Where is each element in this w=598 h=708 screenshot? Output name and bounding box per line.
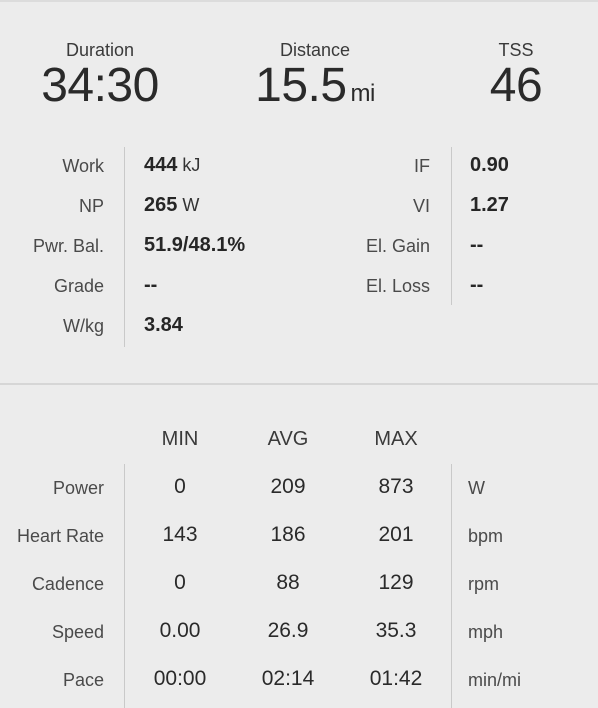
cell-cadence-unit: rpm xyxy=(468,574,499,594)
cell-heart-rate-avg: 186 xyxy=(270,523,306,546)
cell-pace-min: 00:00 xyxy=(153,667,207,690)
distance-label: Distance xyxy=(279,40,351,60)
row-label-cadence: Cadence xyxy=(31,574,104,594)
cell-heart-rate-unit: bpm xyxy=(468,526,504,546)
cell-cadence-min: 0 xyxy=(174,571,186,594)
tss-label: TSS xyxy=(498,40,534,60)
stat-value-el-gain: -- xyxy=(470,234,484,256)
table-right-divider xyxy=(451,464,452,708)
cell-pace-max: 01:42 xyxy=(369,667,423,690)
cell-speed-min: 0.00 xyxy=(159,619,201,642)
cell-speed-max: 35.3 xyxy=(375,619,417,642)
cell-heart-rate-max: 201 xyxy=(378,523,414,546)
column-header-avg: AVG xyxy=(267,428,309,450)
distance-value-wrap: 15.5 mi xyxy=(230,60,400,120)
distance-unit: mi xyxy=(350,80,376,107)
column-header-min: MIN xyxy=(161,428,199,450)
stat-label-vi: VI xyxy=(412,196,430,216)
cell-cadence-avg: 88 xyxy=(276,571,300,594)
cell-heart-rate-min: 143 xyxy=(162,523,198,546)
stat-label-el-gain: El. Gain xyxy=(365,236,430,256)
cell-power-avg: 209 xyxy=(270,475,306,498)
distance-value: 15.5 xyxy=(255,59,347,112)
stat-value-np: 265 W xyxy=(144,194,199,216)
row-label-pace: Pace xyxy=(62,670,104,690)
stat-value-np-unit: W xyxy=(182,195,200,215)
cell-power-min: 0 xyxy=(174,475,186,498)
stat-value-np-number: 265 xyxy=(144,194,178,216)
stats-right-divider xyxy=(451,147,452,305)
stat-value-vi: 1.27 xyxy=(470,194,509,216)
row-label-heart-rate: Heart Rate xyxy=(16,526,104,546)
stat-label-grade: Grade xyxy=(53,276,104,296)
duration-value: 34:30 xyxy=(41,59,159,112)
stat-label-if: IF xyxy=(414,156,430,176)
stat-label-np: NP xyxy=(78,196,104,216)
stat-value-work-unit: kJ xyxy=(182,155,201,175)
stat-value-work: 444 kJ xyxy=(144,154,200,176)
stats-left-divider xyxy=(124,147,125,347)
cell-speed-avg: 26.9 xyxy=(267,619,309,642)
cell-power-unit: W xyxy=(468,478,485,498)
stat-value-grade: -- xyxy=(144,274,158,296)
cell-pace-unit: min/mi xyxy=(468,670,521,690)
duration-metric: Duration 34:30 xyxy=(30,40,170,112)
tss-value: 46 xyxy=(489,59,543,112)
stat-label-work: Work xyxy=(62,156,104,176)
row-label-speed: Speed xyxy=(51,622,104,642)
row-label-power: Power xyxy=(52,478,104,498)
cell-cadence-max: 129 xyxy=(378,571,414,594)
stat-value-wkg: 3.84 xyxy=(144,314,183,336)
stat-label-el-loss: El. Loss xyxy=(365,276,430,296)
stat-label-pwr-bal: Pwr. Bal. xyxy=(32,236,104,256)
cell-pace-avg: 02:14 xyxy=(261,667,315,690)
column-header-max: MAX xyxy=(374,428,418,450)
cell-power-max: 873 xyxy=(378,475,414,498)
stat-value-pwr-bal: 51.9/48.1% xyxy=(144,234,246,256)
stat-value-el-loss: -- xyxy=(470,274,484,296)
distance-metric: Distance 15.5 mi xyxy=(230,40,400,120)
cell-speed-unit: mph xyxy=(468,622,504,642)
table-left-divider xyxy=(124,464,125,708)
stat-value-work-number: 444 xyxy=(144,154,178,176)
duration-label: Duration xyxy=(65,40,135,60)
tss-metric: TSS 46 xyxy=(466,40,566,112)
section-divider xyxy=(0,383,598,385)
stat-value-if: 0.90 xyxy=(470,154,509,176)
top-edge xyxy=(0,0,598,2)
stat-label-wkg: W/kg xyxy=(62,316,104,336)
